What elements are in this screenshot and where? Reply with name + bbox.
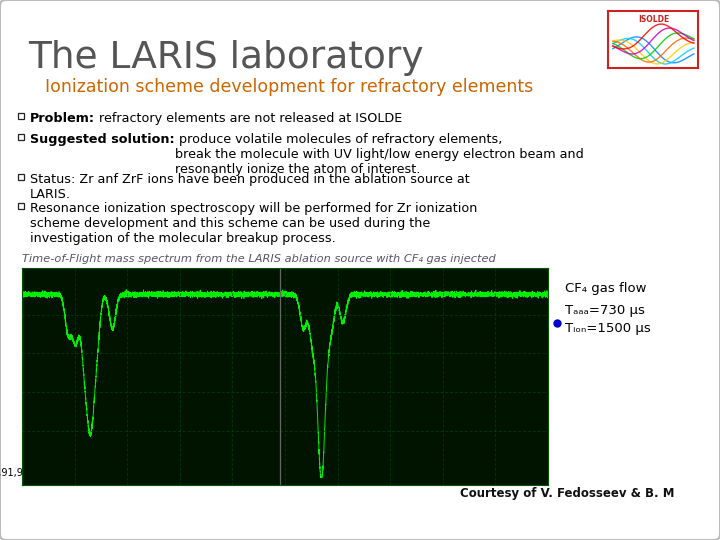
Bar (18, 203, 24, 209)
Text: CF₄ gas flow: CF₄ gas flow (565, 282, 647, 295)
Text: Time-of-Flight mass spectrum from the LARIS ablation source with CF₄ gas injecte: Time-of-Flight mass spectrum from the LA… (22, 254, 496, 264)
Text: Courtesy of V. Fedosseev & B. M: Courtesy of V. Fedosseev & B. M (460, 487, 675, 500)
Text: refractory elements are not released at ISOLDE: refractory elements are not released at … (95, 112, 402, 125)
Text: Status: Zr anf ZrF ions have been produced in the ablation source at
LARIS.: Status: Zr anf ZrF ions have been produc… (30, 173, 469, 201)
Text: produce volatile molecules of refractory elements,
break the molecule with UV li: produce volatile molecules of refractory… (175, 133, 583, 176)
Text: Tᵢₒₙ=1500 μs: Tᵢₒₙ=1500 μs (565, 322, 651, 335)
Text: Problem:: Problem: (30, 112, 95, 125)
Text: ISOLDE: ISOLDE (638, 15, 669, 24)
Bar (18, 113, 24, 119)
Text: Zr: Zr (62, 465, 80, 480)
Bar (18, 134, 24, 140)
Text: Resonance ionization spectroscopy will be performed for Zr ionization
scheme dev: Resonance ionization spectroscopy will b… (30, 202, 477, 245)
Bar (18, 174, 24, 180)
Text: 90,91,92,94,96: 90,91,92,94,96 (0, 468, 60, 478)
Text: Tₐₐₐ=730 μs: Tₐₐₐ=730 μs (565, 304, 645, 317)
Text: Ionization scheme development for refractory elements: Ionization scheme development for refrac… (45, 78, 534, 96)
Text: 90,91,92,94,96: 90,91,92,94,96 (266, 468, 340, 478)
Text: ZrF: ZrF (342, 465, 370, 480)
Text: Suggested solution:: Suggested solution: (30, 133, 175, 146)
Text: The LARIS laboratory: The LARIS laboratory (28, 40, 423, 76)
